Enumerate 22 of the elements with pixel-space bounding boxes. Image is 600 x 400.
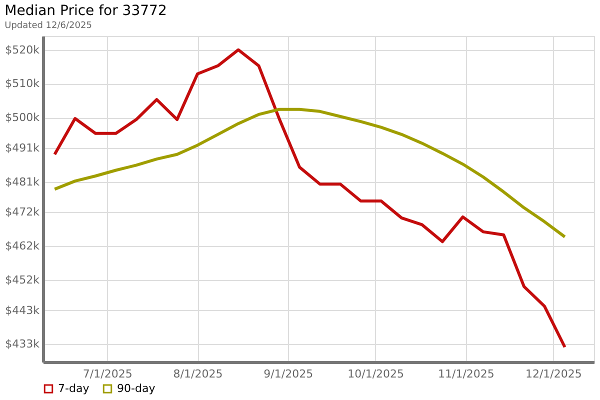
y-tick-label: $510k [5,77,40,90]
line-series [53,48,566,349]
y-tick-label: $472k [5,206,40,219]
y-tick-label: $452k [5,273,40,286]
y-tick-label: $491k [5,141,40,154]
chart-title: Median Price for 33772 [4,3,167,19]
y-tick-label: $443k [5,304,40,317]
y-tick-label: $520k [5,43,40,56]
x-tick-label: 7/1/2025 [82,368,132,380]
y-tick-label: $462k [5,240,40,253]
x-tick-label: 12/1/2025 [525,368,582,380]
x-tick-label: 11/1/2025 [438,368,494,380]
legend-label: 90-day [117,382,156,395]
y-tick-label: $481k [5,175,40,188]
line-series [53,108,566,238]
y-tick-label: $500k [5,111,40,124]
chart-subtitle: Updated 12/6/2025 [4,21,92,31]
x-tick-label: 9/1/2025 [264,368,314,380]
legend-label: 7-day [58,382,90,395]
y-tick-label: $433k [5,338,40,351]
x-tick-label: 10/1/2025 [348,368,404,380]
x-tick-label: 8/1/2025 [173,368,223,380]
